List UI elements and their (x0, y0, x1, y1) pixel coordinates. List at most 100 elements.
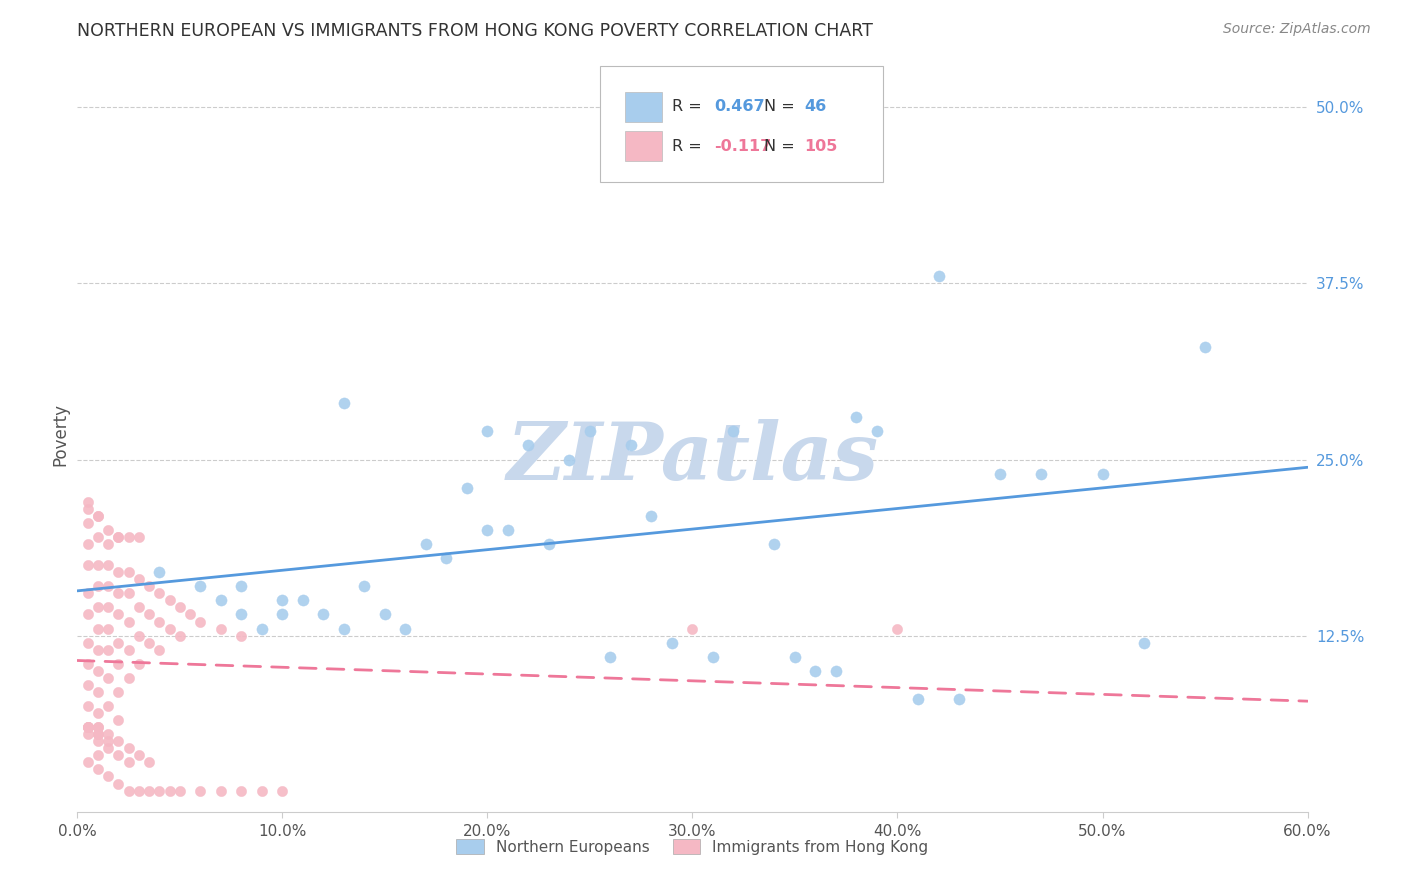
Point (231, 629, 253, 643)
Text: -0.117: -0.117 (714, 138, 772, 153)
Point (209, 622, 232, 636)
Point (76, 537, 98, 551)
Point (374, 607, 396, 622)
Point (928, 269, 950, 284)
Text: Source: ZipAtlas.com: Source: ZipAtlas.com (1223, 22, 1371, 37)
Point (825, 664, 848, 678)
Point (394, 622, 416, 636)
Point (117, 642, 139, 657)
Point (209, 783, 232, 797)
Point (87, 558, 110, 573)
Text: N =: N = (763, 100, 800, 114)
Point (76, 495, 98, 509)
Point (117, 741, 139, 756)
Point (169, 629, 191, 643)
Text: NORTHERN EUROPEAN VS IMMIGRANTS FROM HONG KONG POVERTY CORRELATION CHART: NORTHERN EUROPEAN VS IMMIGRANTS FROM HON… (77, 22, 873, 40)
Point (415, 537, 437, 551)
Point (1132, 635, 1154, 649)
Point (107, 657, 129, 671)
Point (117, 783, 139, 797)
Point (76, 720, 98, 734)
Point (231, 783, 253, 797)
Point (128, 530, 150, 544)
Point (231, 607, 253, 622)
Point (97, 699, 120, 714)
Point (76, 756, 98, 770)
Point (117, 756, 139, 770)
Text: R =: R = (672, 100, 706, 114)
Point (76, 516, 98, 530)
Point (138, 756, 160, 770)
Point (76, 678, 98, 692)
Point (97, 734, 120, 748)
Point (107, 635, 129, 649)
Point (107, 565, 129, 579)
Point (87, 720, 110, 734)
Text: N =: N = (763, 138, 800, 153)
Point (333, 622, 356, 636)
Point (107, 748, 129, 763)
Point (97, 622, 120, 636)
FancyBboxPatch shape (624, 92, 662, 122)
Point (456, 481, 478, 495)
Point (640, 508, 662, 523)
Point (496, 523, 519, 537)
Point (948, 692, 970, 706)
Point (988, 467, 1011, 481)
Point (333, 396, 356, 410)
Point (107, 685, 129, 699)
Point (97, 671, 120, 685)
Point (97, 523, 120, 537)
Point (87, 642, 110, 657)
Point (312, 607, 335, 622)
Legend: Northern Europeans, Immigrants from Hong Kong: Northern Europeans, Immigrants from Hong… (450, 832, 935, 861)
Point (907, 692, 929, 706)
Point (271, 607, 294, 622)
Point (886, 622, 908, 636)
Point (87, 727, 110, 741)
Point (537, 537, 560, 551)
Point (517, 438, 540, 452)
Point (87, 508, 110, 523)
Point (97, 741, 120, 756)
Point (97, 537, 120, 551)
Point (169, 600, 191, 615)
Point (188, 615, 212, 629)
Point (353, 579, 375, 593)
Point (117, 530, 139, 544)
Point (271, 783, 294, 797)
Point (117, 671, 139, 685)
Point (76, 727, 98, 741)
Point (138, 783, 160, 797)
Text: 105: 105 (804, 138, 838, 153)
Point (76, 720, 98, 734)
Point (138, 579, 160, 593)
Point (179, 607, 201, 622)
Point (87, 579, 110, 593)
Point (76, 720, 98, 734)
Point (97, 642, 120, 657)
Point (128, 783, 150, 797)
Point (87, 720, 110, 734)
Point (620, 438, 643, 452)
Point (579, 425, 602, 439)
Point (682, 622, 704, 636)
FancyBboxPatch shape (624, 131, 662, 161)
Point (117, 586, 139, 600)
Point (107, 586, 129, 600)
Point (477, 523, 499, 537)
Point (148, 642, 170, 657)
Point (107, 776, 129, 790)
Point (128, 572, 150, 586)
Point (159, 593, 181, 607)
Point (107, 530, 129, 544)
Point (845, 410, 868, 425)
Point (148, 783, 170, 797)
Point (477, 425, 499, 439)
Point (250, 622, 273, 636)
Point (107, 713, 129, 727)
Point (87, 685, 110, 699)
Point (76, 501, 98, 516)
Point (148, 615, 170, 629)
Point (76, 720, 98, 734)
